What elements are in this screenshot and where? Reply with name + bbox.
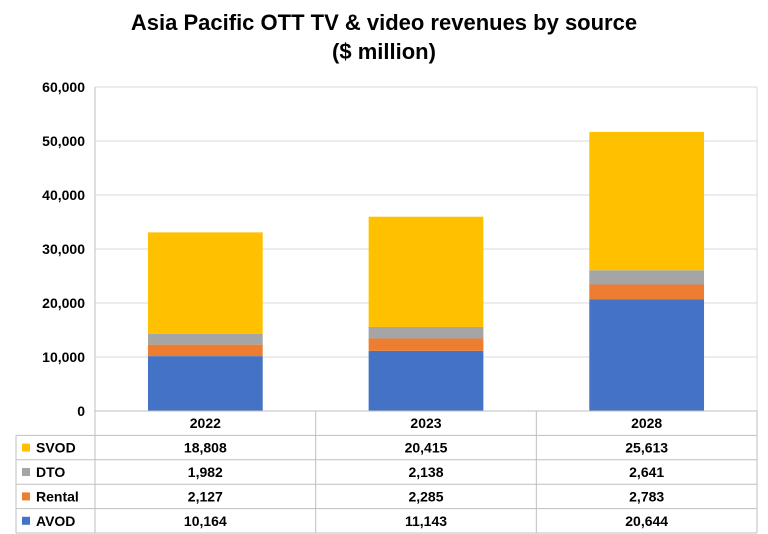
bar-avod-2022 xyxy=(147,356,263,411)
y-tick-label: 50,000 xyxy=(42,133,85,149)
bar-rental-2028 xyxy=(589,284,705,300)
legend-key-rental xyxy=(22,492,30,501)
y-tick-label: 60,000 xyxy=(42,79,85,95)
legend-label-avod: AVOD xyxy=(36,513,75,529)
bar-rental-2023 xyxy=(368,338,484,351)
y-tick-label: 10,000 xyxy=(42,349,85,365)
data-label-rental-2028: 2,783 xyxy=(629,488,664,504)
legend-key-avod xyxy=(22,516,30,525)
chart-title-line-2: ($ million) xyxy=(332,39,436,64)
y-tick-label: 20,000 xyxy=(42,295,85,311)
x-tick-label: 2022 xyxy=(190,415,221,431)
data-label-svod-2023: 20,415 xyxy=(405,440,448,456)
legend-label-rental: Rental xyxy=(36,488,79,504)
bar-svod-2023 xyxy=(368,216,484,327)
bar-svod-2022 xyxy=(147,232,263,334)
data-label-svod-2028: 25,613 xyxy=(625,440,668,456)
bar-rental-2022 xyxy=(147,344,263,357)
bar-dto-2023 xyxy=(368,326,484,339)
y-tick-label: 0 xyxy=(77,403,85,419)
data-label-avod-2028: 20,644 xyxy=(625,513,668,529)
data-label-rental-2022: 2,127 xyxy=(188,488,223,504)
legend-key-dto xyxy=(22,468,30,476)
data-label-dto-2028: 2,641 xyxy=(629,464,664,480)
bar-svod-2028 xyxy=(589,131,705,271)
data-label-avod-2022: 10,164 xyxy=(184,513,227,529)
x-tick-label: 2028 xyxy=(631,415,662,431)
bar-dto-2028 xyxy=(589,270,705,285)
data-label-rental-2023: 2,285 xyxy=(408,488,443,504)
legend-label-svod: SVOD xyxy=(36,440,76,456)
data-label-svod-2022: 18,808 xyxy=(184,440,227,456)
bar-dto-2022 xyxy=(147,333,263,345)
y-tick-label: 40,000 xyxy=(42,187,85,203)
x-tick-label: 2023 xyxy=(410,415,441,431)
data-label-dto-2023: 2,138 xyxy=(408,464,443,480)
bar-avod-2023 xyxy=(368,350,484,411)
legend-key-svod xyxy=(22,443,30,452)
chart-title-line-1: Asia Pacific OTT TV & video revenues by … xyxy=(130,10,638,35)
legend-label-dto: DTO xyxy=(36,464,65,480)
data-label-dto-2022: 1,982 xyxy=(188,464,223,480)
bar-avod-2028 xyxy=(589,299,705,411)
chart-title: Asia Pacific OTT TV & video revenues by … xyxy=(0,8,768,66)
data-label-avod-2023: 11,143 xyxy=(405,513,447,529)
y-tick-label: 30,000 xyxy=(42,241,85,257)
